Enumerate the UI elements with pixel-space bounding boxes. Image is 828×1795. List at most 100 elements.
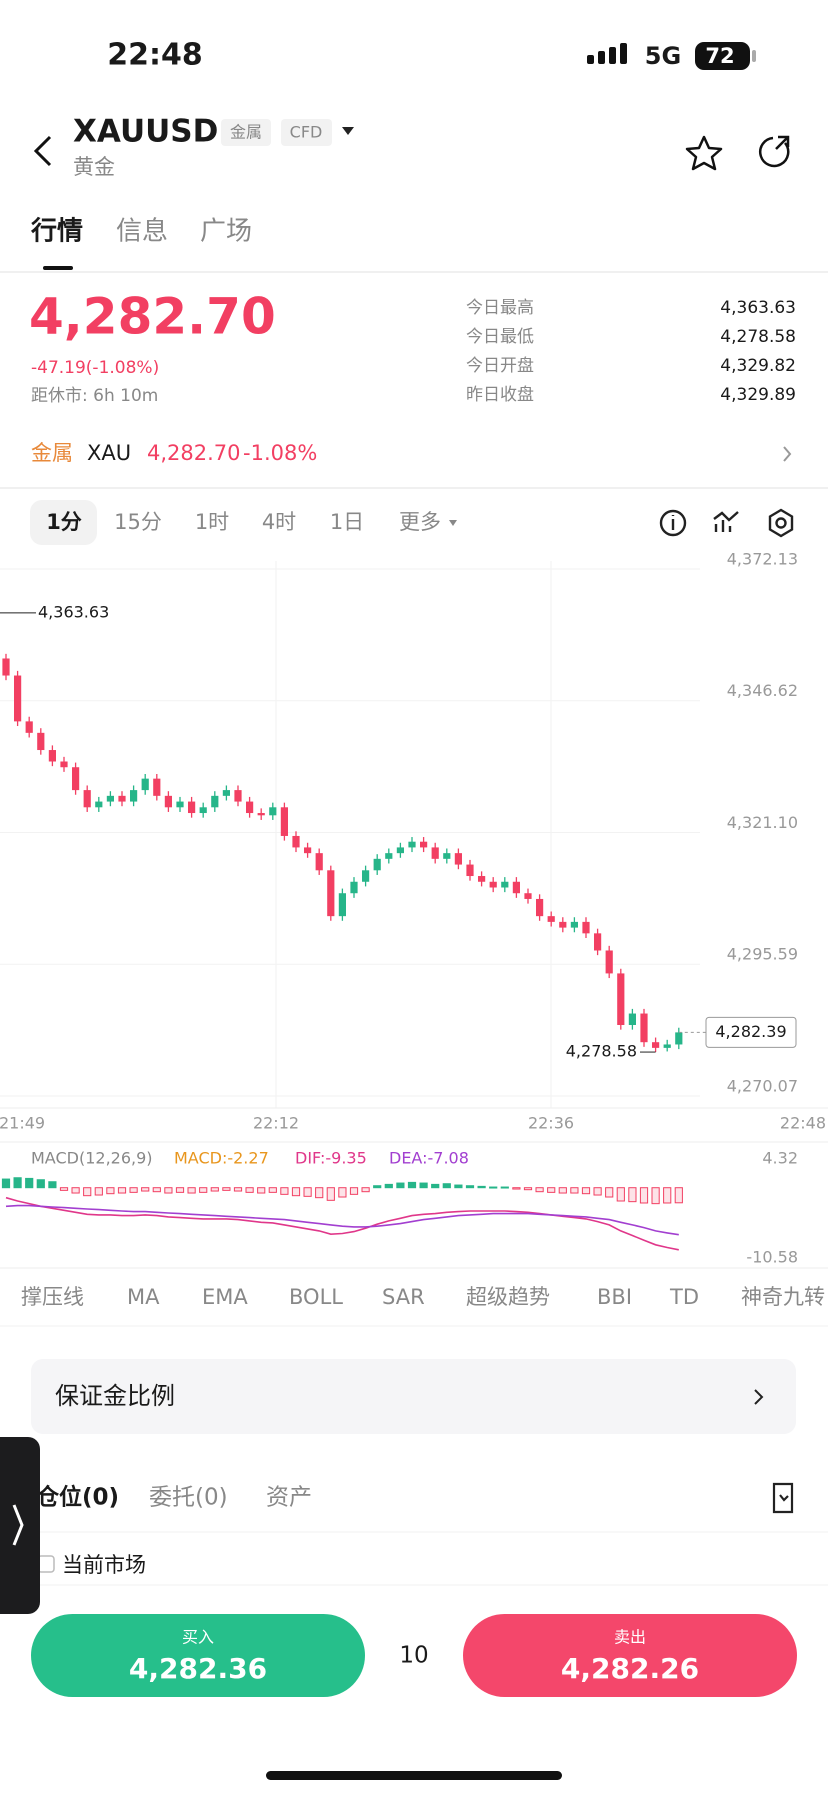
candle-body (396, 847, 404, 854)
indicator-option[interactable]: 超级趋势 (466, 1285, 550, 1309)
macd-bar (141, 1187, 150, 1192)
symbol: XAUUSD (73, 114, 218, 150)
tab[interactable]: 行情 (30, 216, 83, 247)
candle-body (118, 795, 126, 802)
market-code: XAU (87, 441, 131, 465)
indicator-option[interactable]: EMA (202, 1285, 248, 1309)
candle-body (176, 801, 184, 808)
checkbox[interactable] (37, 1555, 55, 1573)
position-tab[interactable]: 资产 (266, 1485, 312, 1511)
candle-body (60, 761, 68, 768)
candle-body (373, 858, 381, 871)
timeframe[interactable]: 1分 (46, 510, 82, 534)
indicator-option[interactable]: TD (669, 1285, 699, 1309)
candle-body (95, 801, 103, 808)
chevron[interactable] (783, 446, 792, 462)
info-button[interactable] (659, 509, 687, 537)
y-tick-label: 4,321.10 (727, 813, 798, 832)
tab[interactable]: 广场 (200, 217, 252, 247)
candle-body (304, 847, 312, 854)
macd-bar (199, 1187, 208, 1193)
macd-bar (535, 1187, 544, 1193)
candle-body (269, 807, 277, 816)
margin-card[interactable] (31, 1359, 796, 1434)
candle-body (188, 801, 196, 814)
high-marker-label: 4,363.63 (38, 602, 109, 621)
candle-body (106, 795, 114, 802)
macd-bar (570, 1187, 579, 1194)
dif-line (5, 1196, 679, 1251)
sell-button[interactable] (463, 1614, 797, 1697)
macd-bar (442, 1183, 451, 1189)
macd-bar (581, 1187, 591, 1195)
favorite-button[interactable] (685, 135, 723, 171)
macd-bar (175, 1187, 185, 1193)
stat-label: 今日最高 (466, 298, 534, 318)
tab[interactable]: 信息 (116, 217, 168, 247)
timeframe-selected-bg (30, 500, 97, 545)
candle-body (489, 881, 497, 888)
timeframe[interactable]: 1时 (195, 510, 229, 534)
last-price-label: 4,282.39 (715, 1022, 786, 1041)
indicator-option[interactable]: BBI (597, 1285, 632, 1309)
macd-bar (338, 1187, 347, 1198)
x-tick-label: 22:48 (780, 1114, 826, 1133)
share-button[interactable] (759, 135, 790, 168)
candle-body (454, 853, 462, 865)
candle-body (663, 1044, 671, 1048)
last-price: 4,282.70 (29, 288, 276, 346)
battery (695, 42, 750, 70)
macd-bar (396, 1182, 405, 1189)
macd-bar (431, 1183, 440, 1189)
tag-bg (281, 119, 332, 146)
indicator-option[interactable]: MA (127, 1285, 160, 1309)
candle-body (628, 1013, 636, 1026)
indicator-option[interactable]: BOLL (289, 1285, 343, 1309)
indicator-button[interactable] (713, 511, 739, 532)
battery-cap (752, 50, 756, 62)
macd-bar (500, 1186, 509, 1189)
macd-bar (13, 1177, 22, 1189)
back-button[interactable] (33, 135, 52, 167)
candle-body (164, 795, 172, 808)
dropdown-arrow[interactable] (342, 127, 354, 135)
macd-bar (187, 1187, 196, 1194)
candle-body (222, 790, 230, 796)
clock: 22:48 (107, 38, 203, 73)
candle-body (130, 790, 138, 802)
signal-icon (587, 43, 627, 64)
timeframe[interactable]: 更多 (399, 510, 441, 534)
tag: CFD (290, 123, 323, 142)
macd-bar (59, 1187, 69, 1191)
candle-body (559, 921, 567, 928)
position-tab[interactable]: 仓位(0) (35, 1484, 119, 1511)
candle-body (408, 841, 416, 848)
macd-bar (117, 1187, 127, 1194)
settings-button[interactable] (768, 508, 794, 538)
candle-body (362, 870, 370, 882)
chevron (754, 1389, 764, 1405)
dif-label: DIF:-9.35 (295, 1149, 367, 1168)
candle-body (199, 807, 207, 814)
macd-bar (25, 1177, 34, 1189)
buy-price: 4,282.36 (129, 1652, 267, 1685)
instrument-name: 黄金 (73, 155, 115, 179)
timeframe[interactable]: 15分 (114, 510, 162, 534)
timeframe[interactable]: 1日 (330, 510, 364, 534)
candle-body (443, 853, 451, 859)
position-tab[interactable]: 委托(0) (149, 1485, 228, 1511)
indicator-option[interactable]: 撑压线 (21, 1285, 84, 1309)
macd-bar (268, 1187, 277, 1193)
indicator-option[interactable]: 神奇九转 (741, 1285, 825, 1309)
buy-button[interactable] (31, 1614, 365, 1697)
candle-body (512, 881, 520, 894)
macd-bar (605, 1187, 614, 1198)
timeframe[interactable]: 4时 (262, 510, 296, 534)
dea-line (5, 1204, 679, 1236)
quantity[interactable]: 10 (399, 1643, 428, 1669)
macd-bar (106, 1187, 115, 1195)
side-drawer-handle[interactable] (0, 1437, 40, 1614)
indicator-option[interactable]: SAR (382, 1285, 425, 1309)
history-button[interactable] (772, 1482, 794, 1514)
